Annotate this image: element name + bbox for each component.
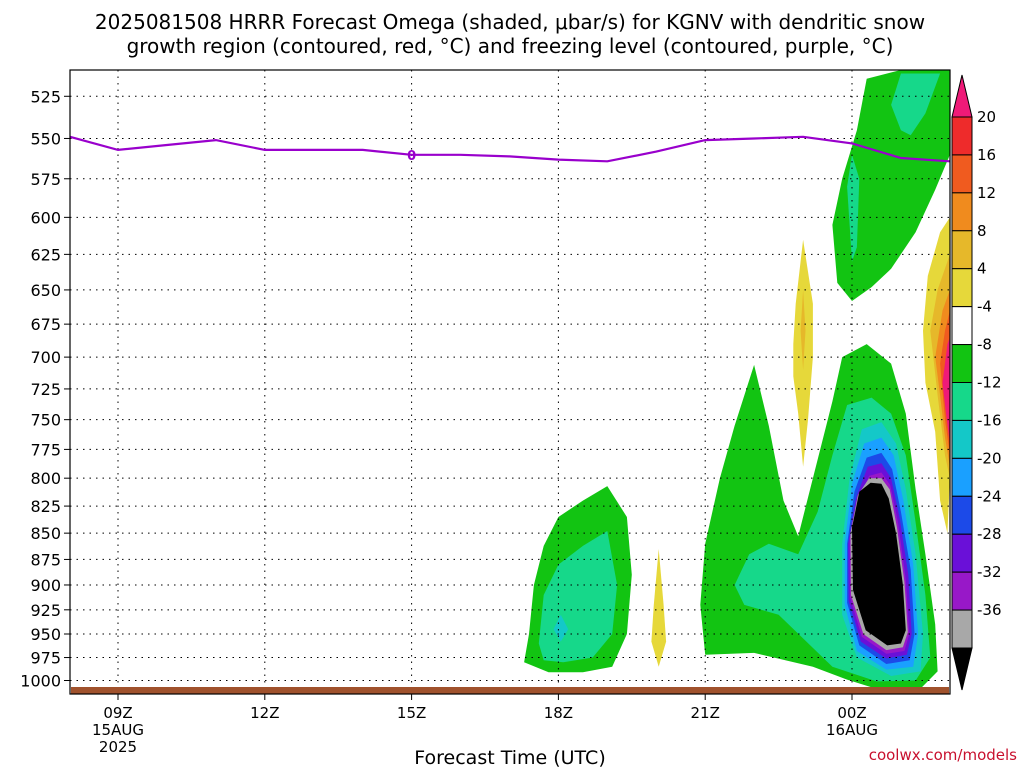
colorbar-swatch-4 [951, 230, 973, 270]
x-tick-label-15Z-0: 15Z [397, 704, 426, 722]
colorbar-label-16: 16 [977, 146, 996, 164]
y-tick-label-850: 850 [30, 524, 61, 543]
freezing-level-label: 0 [407, 149, 416, 164]
y-tick-label-775: 775 [30, 440, 61, 459]
colorbar-swatch-2 [951, 154, 973, 194]
x-tick-label-18Z-0: 18Z [544, 704, 573, 722]
x-axis-label: Forecast Time (UTC) [414, 747, 605, 768]
colorbar-label--32: -32 [977, 563, 1002, 581]
y-tick-label-575: 575 [30, 170, 61, 189]
colorbar-top-arrow [951, 74, 973, 118]
y-tick-label-525: 525 [30, 87, 61, 106]
colorbar-label-12: 12 [977, 184, 996, 202]
omega-region-22 [942, 337, 950, 444]
y-tick-label-975: 975 [30, 649, 61, 668]
colorbar-label--20: -20 [977, 449, 1002, 467]
colorbar-swatch-8 [951, 382, 973, 421]
y-tick-label-750: 750 [30, 411, 61, 430]
colorbar-label--28: -28 [977, 525, 1002, 543]
x-tick-label-12Z-0: 12Z [250, 704, 279, 722]
y-tick-label-725: 725 [30, 380, 61, 399]
x-tick-label-09Z-0: 09Z [103, 704, 132, 722]
x-tick-label-00Z-0: 00Z [837, 704, 866, 722]
x-tick-label-21Z-0: 21Z [691, 704, 720, 722]
y-tick-label-925: 925 [30, 601, 61, 620]
omega-region-3 [651, 549, 667, 667]
colorbar: 20 16 12 8 4 -4 -8 -12 -16 -20 -24 -28 -32 -36 [951, 74, 1002, 691]
colorbar-swatch-11 [951, 495, 973, 535]
y-tick-label-875: 875 [30, 550, 61, 569]
colorbar-swatch-10 [951, 457, 973, 497]
grid-lines [70, 70, 950, 694]
colorbar-label-4: 4 [977, 260, 987, 278]
y-tick-label-1000: 1000 [20, 672, 61, 691]
colorbar-label--36: -36 [977, 601, 1002, 619]
colorbar-swatch-9 [951, 419, 973, 459]
colorbar-swatch-13 [951, 571, 973, 611]
colorbar-label-20: 20 [977, 108, 996, 126]
y-tick-label-700: 700 [30, 348, 61, 367]
y-tick-label-825: 825 [30, 497, 61, 516]
colorbar-swatch-3 [951, 192, 973, 232]
y-tick-label-550: 550 [30, 129, 61, 148]
colorbar-swatch-7 [951, 344, 973, 384]
y-tick-label-800: 800 [30, 469, 61, 488]
omega-region-17 [891, 73, 941, 136]
y-tick-label-600: 600 [30, 208, 61, 227]
y-tick-label-675: 675 [30, 315, 61, 334]
chart-title-line2: growth region (contoured, red, °C) and f… [127, 34, 894, 58]
omega-region-16 [847, 154, 860, 262]
x-tick-label-00Z-1: 16AUG [826, 721, 878, 739]
chart-title-line1: 2025081508 HRRR Forecast Omega (shaded, … [95, 10, 925, 34]
omega-shading [524, 70, 950, 691]
colorbar-swatch-14 [951, 609, 973, 649]
terrain-strip [71, 687, 949, 694]
plot-frame [69, 69, 951, 695]
site-credit: coolwx.com/models [869, 746, 1017, 764]
y-tick-label-950: 950 [30, 625, 61, 644]
colorbar-label--4: -4 [977, 298, 992, 316]
colorbar-label-8: 8 [977, 222, 987, 240]
omega-region-2 [553, 614, 569, 642]
omega-region-15 [832, 70, 950, 301]
y-tick-label-900: 900 [30, 576, 61, 595]
colorbar-label--12: -12 [977, 374, 1002, 392]
omega-region-14 [800, 289, 806, 370]
omega-region-12 [852, 482, 906, 646]
freezing-level-contour: 0 [69, 135, 950, 164]
colorbar-label--24: -24 [977, 487, 1002, 505]
colorbar-bottom-arrow [951, 647, 973, 691]
colorbar-swatch-12 [951, 533, 973, 573]
colorbar-label--8: -8 [977, 336, 992, 354]
y-axis-ticks: 525 550 575 600 625 650 675 700 725 750 775 800 825 8… [20, 87, 70, 691]
colorbar-label--16: -16 [977, 411, 1002, 429]
colorbar-swatch-1 [951, 116, 973, 156]
x-tick-label-09Z-1: 15AUG [92, 721, 144, 739]
y-tick-label-625: 625 [30, 245, 61, 264]
colorbar-swatch-5 [951, 268, 973, 308]
terrain-band [71, 687, 949, 694]
freezing-level-line [69, 135, 950, 163]
y-tick-label-650: 650 [30, 281, 61, 300]
colorbar-swatch-6 [951, 306, 973, 346]
x-tick-label-09Z-2: 2025 [99, 738, 137, 756]
